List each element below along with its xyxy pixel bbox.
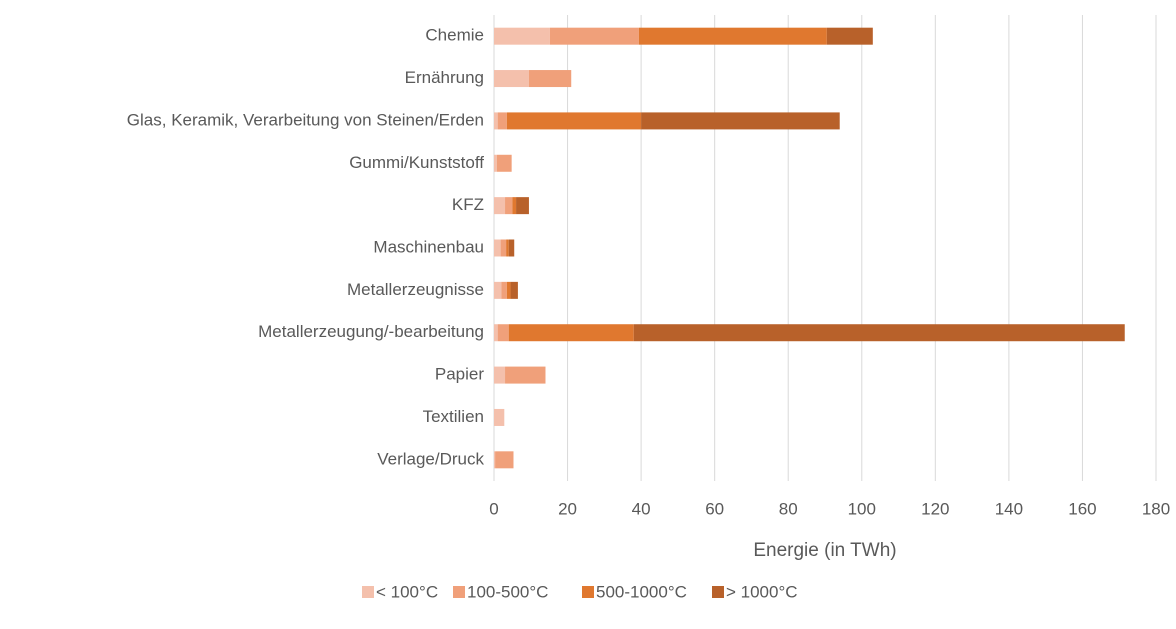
bar-segment xyxy=(497,112,507,130)
y-tick-label: KFZ xyxy=(452,195,484,214)
legend-label: 500-1000°C xyxy=(596,582,687,601)
bar-segment xyxy=(508,239,515,257)
legend-label: < 100°C xyxy=(376,582,438,601)
bar-segment xyxy=(494,408,505,426)
bar-segment xyxy=(494,451,496,469)
bar-segment xyxy=(641,112,840,130)
y-tick-label: Verlage/Druck xyxy=(377,449,484,468)
bar-segment xyxy=(494,324,498,342)
x-tick-label: 40 xyxy=(632,499,651,518)
bar-segment xyxy=(510,281,518,299)
x-tick-label: 0 xyxy=(489,499,498,518)
y-tick-label: Chemie xyxy=(425,26,484,45)
bar-segment xyxy=(501,281,507,299)
bar-segment xyxy=(506,281,511,299)
bar-segment xyxy=(496,154,512,172)
y-tick-label: Metallerzeugung/-bearbeitung xyxy=(258,322,484,341)
bar-segment xyxy=(638,27,827,45)
x-axis-title: Energie (in TWh) xyxy=(753,540,896,561)
bar-segment xyxy=(494,197,506,215)
bar-segment xyxy=(494,366,506,384)
bar-segment xyxy=(505,366,546,384)
x-tick-label: 120 xyxy=(921,499,949,518)
bar-segment xyxy=(494,239,501,257)
bar-segment xyxy=(494,112,498,130)
legend-swatch xyxy=(712,586,724,598)
bar-segment xyxy=(516,197,529,215)
y-tick-label: Papier xyxy=(435,365,484,384)
x-tick-label: 20 xyxy=(558,499,577,518)
x-tick-label: 80 xyxy=(779,499,798,518)
x-tick-label: 180 xyxy=(1142,499,1170,518)
y-tick-label: Glas, Keramik, Verarbeitung von Steinen/… xyxy=(127,110,484,129)
bar-segment xyxy=(506,239,509,257)
legend-swatch xyxy=(362,586,374,598)
bar-segment xyxy=(826,27,873,45)
bar-segment xyxy=(494,27,550,45)
bar-segment xyxy=(512,197,517,215)
y-tick-label: Maschinenbau xyxy=(373,237,484,256)
bar-segment xyxy=(497,324,509,342)
y-tick-label: Gummi/Kunststoff xyxy=(349,153,484,172)
bar-segment xyxy=(528,70,572,88)
x-tick-label: 160 xyxy=(1068,499,1096,518)
legend-swatch xyxy=(453,586,465,598)
y-tick-label: Ernährung xyxy=(405,68,484,87)
bar-segment xyxy=(494,281,502,299)
legend-label: > 1000°C xyxy=(726,582,798,601)
legend-label: 100-500°C xyxy=(467,582,548,601)
legend-swatch xyxy=(582,586,594,598)
bar-segment xyxy=(495,451,514,469)
bar-segment xyxy=(505,197,513,215)
bar-segment xyxy=(633,324,1125,342)
x-tick-label: 60 xyxy=(705,499,724,518)
bar-segment xyxy=(549,27,639,45)
y-tick-label: Textilien xyxy=(423,407,484,426)
bar-segment xyxy=(500,239,507,257)
bar-segment xyxy=(494,70,529,88)
x-tick-label: 100 xyxy=(848,499,876,518)
bar-segment xyxy=(494,154,497,172)
bar-segment xyxy=(506,112,642,130)
x-tick-label: 140 xyxy=(995,499,1023,518)
y-tick-label: Metallerzeugnisse xyxy=(347,280,484,299)
bar-segment xyxy=(508,324,634,342)
